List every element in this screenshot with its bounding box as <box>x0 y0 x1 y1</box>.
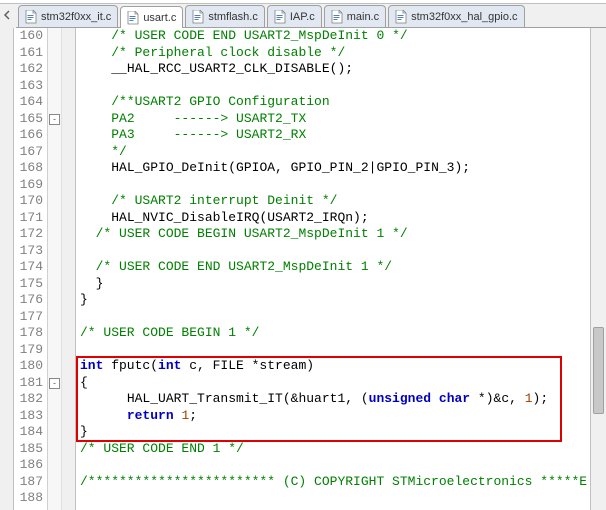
line-number: 178 <box>14 325 47 342</box>
tabbar-scroll-left[interactable] <box>0 4 16 28</box>
code-line: { <box>80 375 606 392</box>
code-area[interactable]: /* USER CODE END USART2_MspDeInit 0 */ /… <box>76 28 606 510</box>
line-number: 164 <box>14 94 47 111</box>
fold-collapse-icon[interactable]: - <box>49 378 60 389</box>
vertical-scrollbar[interactable] <box>590 28 606 510</box>
line-number: 188 <box>14 490 47 507</box>
fold-column: -- <box>48 28 62 510</box>
tab-stm32f0xx_hal_gpio-c[interactable]: stm32f0xx_hal_gpio.c <box>388 5 524 27</box>
code-line: /* USER CODE END USART2_MspDeInit 0 */ <box>80 28 606 45</box>
line-number-gutter: 1601611621631641651661671681691701711721… <box>14 28 48 510</box>
code-line <box>80 243 606 260</box>
code-line <box>80 78 606 95</box>
line-number: 181 <box>14 375 47 392</box>
code-line <box>80 457 606 474</box>
line-number: 167 <box>14 144 47 161</box>
code-line <box>80 342 606 359</box>
line-number: 160 <box>14 28 47 45</box>
line-number: 185 <box>14 441 47 458</box>
tab-main-c[interactable]: main.c <box>324 5 386 27</box>
code-line: /************************ (C) COPYRIGHT … <box>80 474 606 491</box>
code-line: /* USER CODE END USART2_MspDeInit 1 */ <box>80 259 606 276</box>
line-number: 173 <box>14 243 47 260</box>
line-number: 187 <box>14 474 47 491</box>
file-icon <box>25 10 37 24</box>
line-number: 183 <box>14 408 47 425</box>
code-line: PA2 ------> USART2_TX <box>80 111 606 128</box>
code-line: HAL_UART_Transmit_IT(&huart1, (unsigned … <box>80 391 606 408</box>
line-number: 177 <box>14 309 47 326</box>
code-line <box>80 177 606 194</box>
editor-tabbar: stm32f0xx_it.c usart.c stmflash.c IAP.c main… <box>0 4 606 28</box>
file-icon <box>192 10 204 24</box>
line-number: 176 <box>14 292 47 309</box>
tab-label: stm32f0xx_it.c <box>41 11 111 23</box>
code-line: } <box>80 276 606 293</box>
tab-stmflash-c[interactable]: stmflash.c <box>185 5 265 27</box>
code-line: */ <box>80 144 606 161</box>
tab-usart-c[interactable]: usart.c <box>120 6 183 28</box>
code-line: __HAL_RCC_USART2_CLK_DISABLE(); <box>80 61 606 78</box>
code-line: /* USER CODE BEGIN 1 */ <box>80 325 606 342</box>
code-line <box>80 490 606 507</box>
code-line: int fputc(int c, FILE *stream) <box>80 358 606 375</box>
line-number: 161 <box>14 45 47 62</box>
code-line: HAL_GPIO_DeInit(GPIOA, GPIO_PIN_2|GPIO_P… <box>80 160 606 177</box>
line-number: 170 <box>14 193 47 210</box>
bookmark-bar <box>62 28 76 510</box>
line-number: 172 <box>14 226 47 243</box>
line-number: 165 <box>14 111 47 128</box>
line-number: 163 <box>14 78 47 95</box>
code-line: /* USART2 interrupt Deinit */ <box>80 193 606 210</box>
code-line: return 1; <box>80 408 606 425</box>
file-icon <box>127 11 139 25</box>
code-line: /**USART2 GPIO Configuration <box>80 94 606 111</box>
file-icon <box>395 10 407 24</box>
chevron-left-icon <box>3 9 13 23</box>
tab-label: usart.c <box>143 12 176 24</box>
line-number: 162 <box>14 61 47 78</box>
line-number: 179 <box>14 342 47 359</box>
code-line: HAL_NVIC_DisableIRQ(USART2_IRQn); <box>80 210 606 227</box>
code-line <box>80 309 606 326</box>
code-line: PA3 ------> USART2_RX <box>80 127 606 144</box>
line-number: 174 <box>14 259 47 276</box>
tab-label: stm32f0xx_hal_gpio.c <box>411 11 517 23</box>
code-line: /* Peripheral clock disable */ <box>80 45 606 62</box>
line-number: 182 <box>14 391 47 408</box>
code-line: /* USER CODE END 1 */ <box>80 441 606 458</box>
fold-collapse-icon[interactable]: - <box>49 114 60 125</box>
line-number: 184 <box>14 424 47 441</box>
file-icon <box>274 10 286 24</box>
line-number: 166 <box>14 127 47 144</box>
line-number: 168 <box>14 160 47 177</box>
tab-label: stmflash.c <box>208 11 258 23</box>
tab-stm32f0xx_it-c[interactable]: stm32f0xx_it.c <box>18 5 118 27</box>
line-number: 175 <box>14 276 47 293</box>
code-line: } <box>80 424 606 441</box>
line-number: 169 <box>14 177 47 194</box>
line-number: 171 <box>14 210 47 227</box>
code-line: } <box>80 292 606 309</box>
tab-IAP-c[interactable]: IAP.c <box>267 5 322 27</box>
scrollbar-thumb[interactable] <box>593 327 604 414</box>
tab-label: main.c <box>347 11 379 23</box>
code-line: /* USER CODE BEGIN USART2_MspDeInit 1 */ <box>80 226 606 243</box>
marker-bar <box>0 28 14 510</box>
editor-area: 1601611621631641651661671681691701711721… <box>0 28 606 510</box>
tab-label: IAP.c <box>290 11 315 23</box>
line-number: 180 <box>14 358 47 375</box>
line-number: 186 <box>14 457 47 474</box>
file-icon <box>331 10 343 24</box>
